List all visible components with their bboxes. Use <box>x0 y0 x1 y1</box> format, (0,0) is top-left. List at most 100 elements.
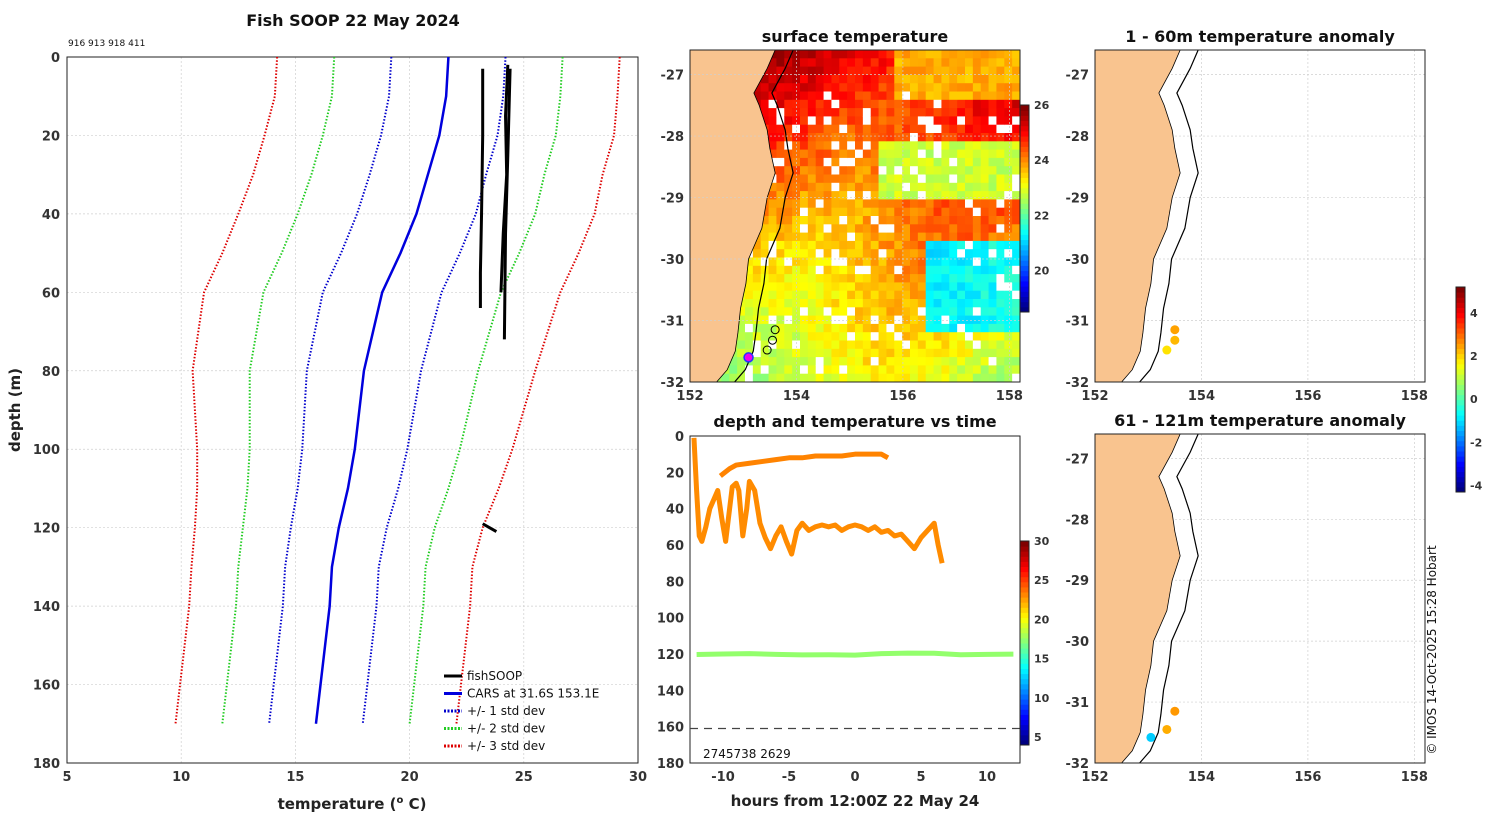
x-tick-label: 154 <box>783 389 810 404</box>
sst-cell <box>965 340 974 350</box>
sst-cell <box>847 199 856 209</box>
sst-cell <box>996 157 1005 167</box>
sst-cell <box>878 357 887 366</box>
sst-cell <box>792 332 801 341</box>
sst-cell <box>862 58 872 68</box>
sst-cell <box>878 174 887 184</box>
sst-cell <box>925 307 935 317</box>
sst-cell <box>847 232 856 242</box>
sst-cell <box>1012 307 1021 317</box>
sst-cell <box>996 224 1005 234</box>
sst-cell <box>917 373 927 383</box>
colorbar-segment <box>1020 643 1029 649</box>
sst-cell <box>855 124 864 134</box>
sst-cell <box>972 74 982 84</box>
colorbar-segment <box>1456 348 1465 355</box>
colorbar-segment <box>1456 486 1465 493</box>
sst-cell <box>996 133 1005 142</box>
sst-cell <box>784 91 793 101</box>
sst-cell <box>760 83 770 92</box>
colorbar-segment <box>1020 566 1029 573</box>
anomaly-point <box>1170 325 1180 335</box>
sst-cell <box>894 116 903 126</box>
sst-cell <box>1012 315 1021 325</box>
sst-cell <box>807 116 817 126</box>
sst-cell <box>902 74 911 84</box>
sst-cell <box>1004 174 1013 184</box>
y-tick-label: -29 <box>1066 574 1090 589</box>
sst-cell <box>996 91 1005 101</box>
sst-cell <box>949 108 958 117</box>
colorbar-segment <box>1020 602 1029 608</box>
anomaly-colorbar: -4-2024 <box>1455 286 1483 493</box>
sst-cell <box>910 58 919 68</box>
x-tick-label: 152 <box>676 389 703 404</box>
sst-cell <box>972 240 982 250</box>
sst-cell <box>1012 133 1021 142</box>
sst-cell <box>894 332 903 341</box>
sst-cell <box>917 74 927 84</box>
sst-cell <box>910 257 919 267</box>
sst-cell <box>752 299 762 308</box>
sst-cell <box>910 149 919 159</box>
sst-cell <box>980 232 990 242</box>
sst-cell <box>784 274 793 283</box>
sst-cell <box>1004 365 1013 375</box>
sst-cell <box>933 307 942 317</box>
sst-cell <box>768 315 777 325</box>
sst-cell <box>949 274 958 283</box>
sst-cell <box>949 216 958 225</box>
sst-cell <box>870 133 880 142</box>
sst-cell <box>1012 240 1021 250</box>
sst-cell <box>988 124 997 134</box>
sst-cell <box>917 257 927 267</box>
sst-cell <box>965 182 974 192</box>
sst-cell <box>1012 74 1021 84</box>
sst-cell <box>980 207 990 217</box>
x-tick-label: -5 <box>782 770 796 785</box>
sst-cell <box>784 157 793 167</box>
sst-cell <box>949 373 958 383</box>
sst-cell <box>870 149 880 159</box>
sst-cell <box>839 357 848 366</box>
sst-cell <box>949 232 958 242</box>
sst-cell <box>902 99 911 109</box>
sst-cell <box>815 224 825 234</box>
sst-cell <box>1012 274 1021 283</box>
sst-cell <box>807 58 817 68</box>
sst-cell <box>839 166 848 175</box>
sst-cell <box>862 174 872 184</box>
sst-cell <box>878 232 887 242</box>
sst-cell <box>847 108 856 117</box>
sst-cell <box>878 207 887 217</box>
sst-cell <box>870 299 880 308</box>
sst-cell <box>894 157 903 167</box>
colorbar-segment <box>1020 172 1029 178</box>
sst-cell <box>847 83 856 92</box>
sst-cell <box>831 274 840 283</box>
sst-cell <box>972 174 982 184</box>
sst-cell <box>965 299 974 308</box>
sst-cell <box>949 191 958 200</box>
sst-cell <box>886 83 895 92</box>
y-tick-label: 160 <box>33 679 60 694</box>
sst-cell <box>988 58 997 68</box>
sst-cell <box>807 191 817 200</box>
sst-cell <box>980 91 990 101</box>
sst-cell <box>784 323 793 333</box>
sst-cell <box>902 83 911 92</box>
sst-cell <box>902 257 911 267</box>
sst-cell <box>965 240 974 250</box>
sst-cell <box>776 108 785 117</box>
sst-cell <box>870 124 880 134</box>
sst-cell <box>768 124 777 134</box>
sst-cell <box>996 282 1005 292</box>
sst-cell <box>800 58 809 68</box>
colorbar-segment <box>1456 420 1465 426</box>
sst-cell <box>894 108 903 117</box>
sst-cell <box>776 99 785 109</box>
sst-cell <box>972 141 982 151</box>
sst-cell <box>902 274 911 283</box>
sst-cell <box>745 365 754 375</box>
sst-cell <box>949 99 958 109</box>
